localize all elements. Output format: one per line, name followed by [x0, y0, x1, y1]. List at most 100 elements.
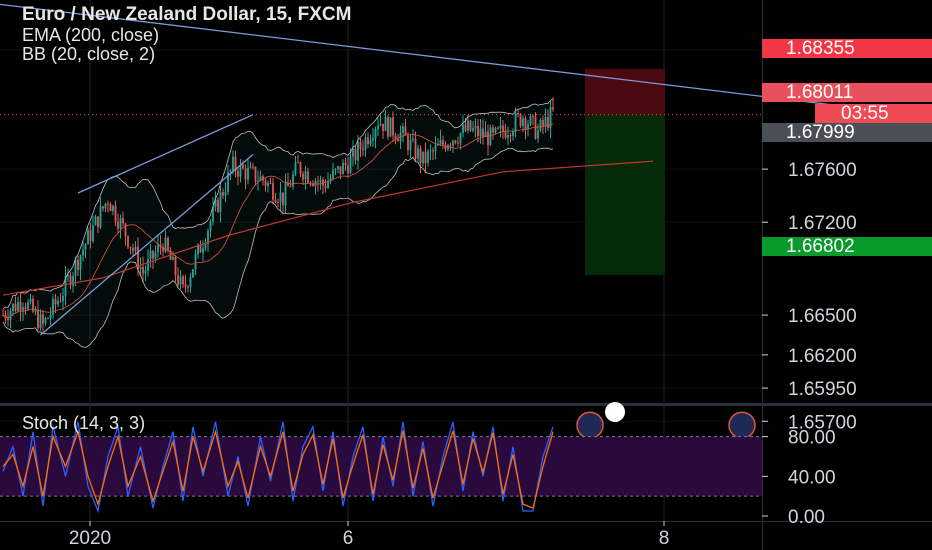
candle-body: [289, 186, 292, 188]
candle-body: [334, 169, 337, 171]
candle-body: [172, 256, 174, 260]
price-tick-label: 1.66200: [788, 346, 857, 367]
candle-body: [529, 116, 532, 125]
candle-body: [414, 138, 417, 159]
candle-body: [219, 192, 222, 212]
candle-body: [87, 230, 89, 245]
bb-legend: BB (20, close, 2): [22, 44, 156, 64]
current-price-tag: 1.68011: [762, 83, 932, 102]
bb-lower-line: [2, 147, 554, 349]
candle-body: [424, 151, 427, 163]
candle-body: [522, 118, 524, 126]
candle-body: [319, 179, 322, 183]
price-tick-label: 1.67200: [788, 213, 857, 234]
candle-body: [114, 205, 117, 222]
ref-price-tag: 1.67999: [762, 123, 932, 142]
candle-body: [337, 166, 339, 170]
candle-body: [189, 277, 192, 288]
candle-body: [177, 275, 179, 285]
candle-body: [437, 144, 439, 146]
candle-body: [352, 148, 354, 157]
candle-body: [357, 142, 359, 161]
candle-body: [117, 221, 119, 229]
candle-body: [244, 168, 247, 180]
candle-body: [92, 225, 94, 241]
candle-body: [239, 164, 242, 177]
candle-body: [22, 307, 24, 311]
candle-body: [267, 182, 269, 187]
candle-body: [432, 150, 434, 152]
candle-body: [544, 117, 547, 126]
candle-body: [287, 182, 289, 187]
candle-body: [57, 300, 59, 305]
candle-body: [359, 142, 362, 149]
candle-body: [384, 116, 387, 131]
candle-body: [174, 256, 177, 276]
candle-body: [409, 139, 412, 151]
candle-body: [552, 107, 554, 110]
candle-body: [222, 192, 224, 196]
candle-body: [119, 218, 122, 229]
candle-body: [12, 303, 14, 312]
candle-body: [39, 314, 42, 328]
candle-body: [44, 318, 47, 324]
candle-body: [527, 124, 529, 130]
candle-body: [139, 266, 142, 270]
candle-body: [469, 120, 472, 131]
candle-body: [77, 259, 79, 270]
candle-body: [372, 138, 374, 141]
candle-body: [147, 258, 149, 271]
candle-body: [374, 129, 377, 139]
candle-body: [519, 114, 522, 126]
price-tick-label: 1.65700: [788, 412, 857, 433]
candle-body: [459, 133, 462, 144]
candle-body: [74, 259, 77, 277]
candle-body: [194, 254, 197, 270]
stoch-d-line: [2, 429, 554, 509]
candle-body: [462, 124, 464, 134]
candle-body: [509, 135, 512, 137]
candle-body: [97, 216, 99, 228]
candle-body: [464, 124, 467, 131]
candle-body: [149, 250, 152, 259]
bar-countdown-tag: 03:55: [815, 104, 932, 123]
candle-body: [314, 181, 317, 186]
candle-body: [322, 179, 324, 186]
candle-body: [477, 125, 479, 137]
candle-body: [482, 128, 484, 138]
candle-body: [24, 307, 27, 310]
candle-body: [29, 298, 32, 303]
candle-body: [284, 182, 287, 206]
candle-body: [402, 126, 404, 133]
candle-body: [542, 119, 544, 126]
candle-body: [362, 148, 364, 151]
candle-body: [377, 125, 379, 130]
candle-body: [407, 135, 409, 151]
candle-body: [164, 237, 167, 252]
candle-body: [209, 221, 212, 231]
candle-body: [547, 117, 549, 129]
candle-body: [549, 107, 552, 129]
candle-body: [524, 118, 527, 130]
candle-body: [187, 286, 189, 288]
candle-body: [154, 252, 157, 259]
candle-body: [64, 275, 67, 297]
candles: [2, 97, 554, 332]
candle-body: [197, 244, 199, 255]
candle-body: [157, 244, 159, 253]
candle-body: [67, 275, 69, 277]
bb-basis-line: [2, 123, 554, 319]
candle-body: [347, 165, 349, 174]
candle-body: [254, 167, 257, 182]
ema-200-line: [2, 160, 654, 296]
candle-body: [72, 276, 74, 286]
trendline: [0, 3, 904, 115]
time-tick-label: 8: [659, 528, 670, 549]
ema-legend: EMA (200, close): [22, 25, 160, 45]
candle-body: [122, 218, 124, 224]
candle-body: [452, 140, 454, 146]
candle-body: [484, 131, 487, 138]
candle-body: [227, 172, 229, 193]
candle-body: [512, 131, 514, 136]
